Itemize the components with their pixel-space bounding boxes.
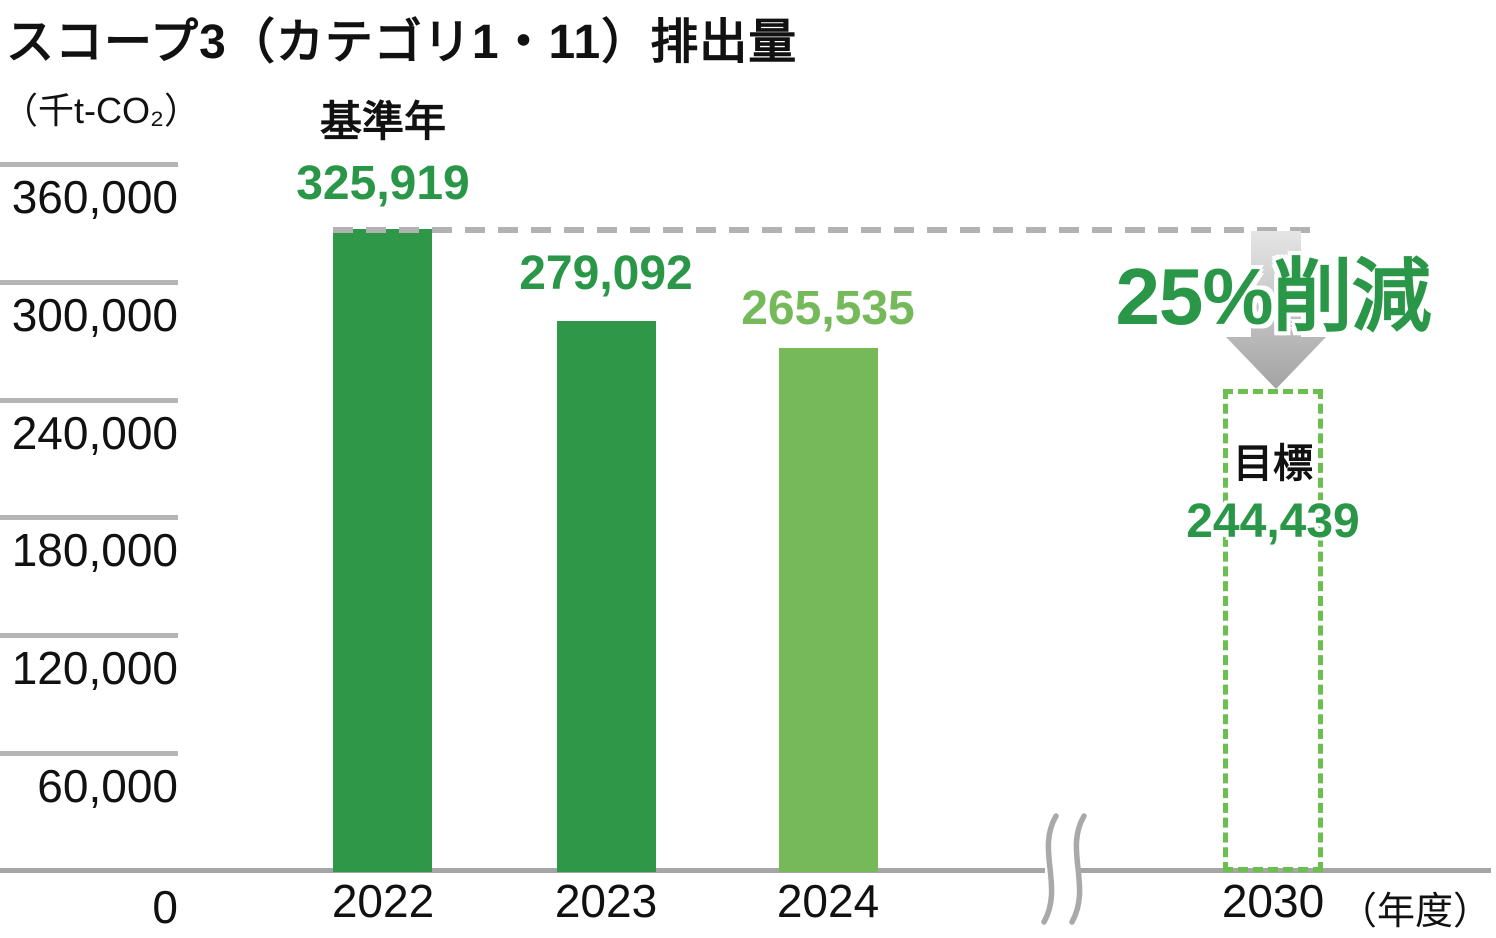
- y-tick-line: [0, 398, 178, 403]
- bar-value-label-2024: 265,535: [741, 282, 915, 335]
- bar-2022: [333, 229, 432, 872]
- y-tick-line: [0, 280, 178, 285]
- y-tick-label: 360,000: [11, 171, 178, 223]
- y-tick-label: 60,000: [37, 760, 178, 812]
- baseline-dashed-line: [333, 227, 1310, 233]
- y-axis-unit-label: （千t-CO₂）: [2, 90, 200, 131]
- reduction-annotation: 25%削減: [1115, 252, 1431, 341]
- x-axis-unit-label: （年度）: [1338, 891, 1491, 933]
- y-tick-line: [0, 751, 178, 756]
- x-tick-label-2024: 2024: [776, 875, 880, 927]
- target-label: 目標: [1233, 442, 1313, 486]
- chart-title: スコープ3（カテゴリ1・11）排出量: [6, 16, 798, 69]
- y-tick-line: [0, 162, 178, 167]
- target-value-label: 244,439: [1186, 495, 1360, 548]
- axis-break-icon: [1041, 813, 1059, 925]
- base-year-label: 基準年: [319, 98, 446, 145]
- y-tick-label: 300,000: [11, 289, 178, 341]
- x-tick-label-2023: 2023: [554, 875, 658, 927]
- y-tick-line: [0, 515, 178, 520]
- bar-value-label-2022: 325,919: [296, 157, 470, 210]
- bar-2024: [779, 348, 878, 872]
- y-tick-label: 240,000: [11, 407, 178, 459]
- bar-2023: [557, 321, 656, 872]
- y-tick-label: 120,000: [11, 642, 178, 694]
- y-zero-label: 0: [152, 881, 178, 933]
- y-tick-line: [0, 633, 178, 638]
- x-tick-label-2022: 2022: [331, 875, 435, 927]
- x-tick-label-2030: 2030: [1221, 875, 1325, 927]
- y-tick-label: 180,000: [11, 524, 178, 576]
- target-bar-outline-2030: [1223, 389, 1323, 872]
- x-axis-line: [0, 868, 1045, 873]
- bar-value-label-2023: 279,092: [519, 247, 693, 300]
